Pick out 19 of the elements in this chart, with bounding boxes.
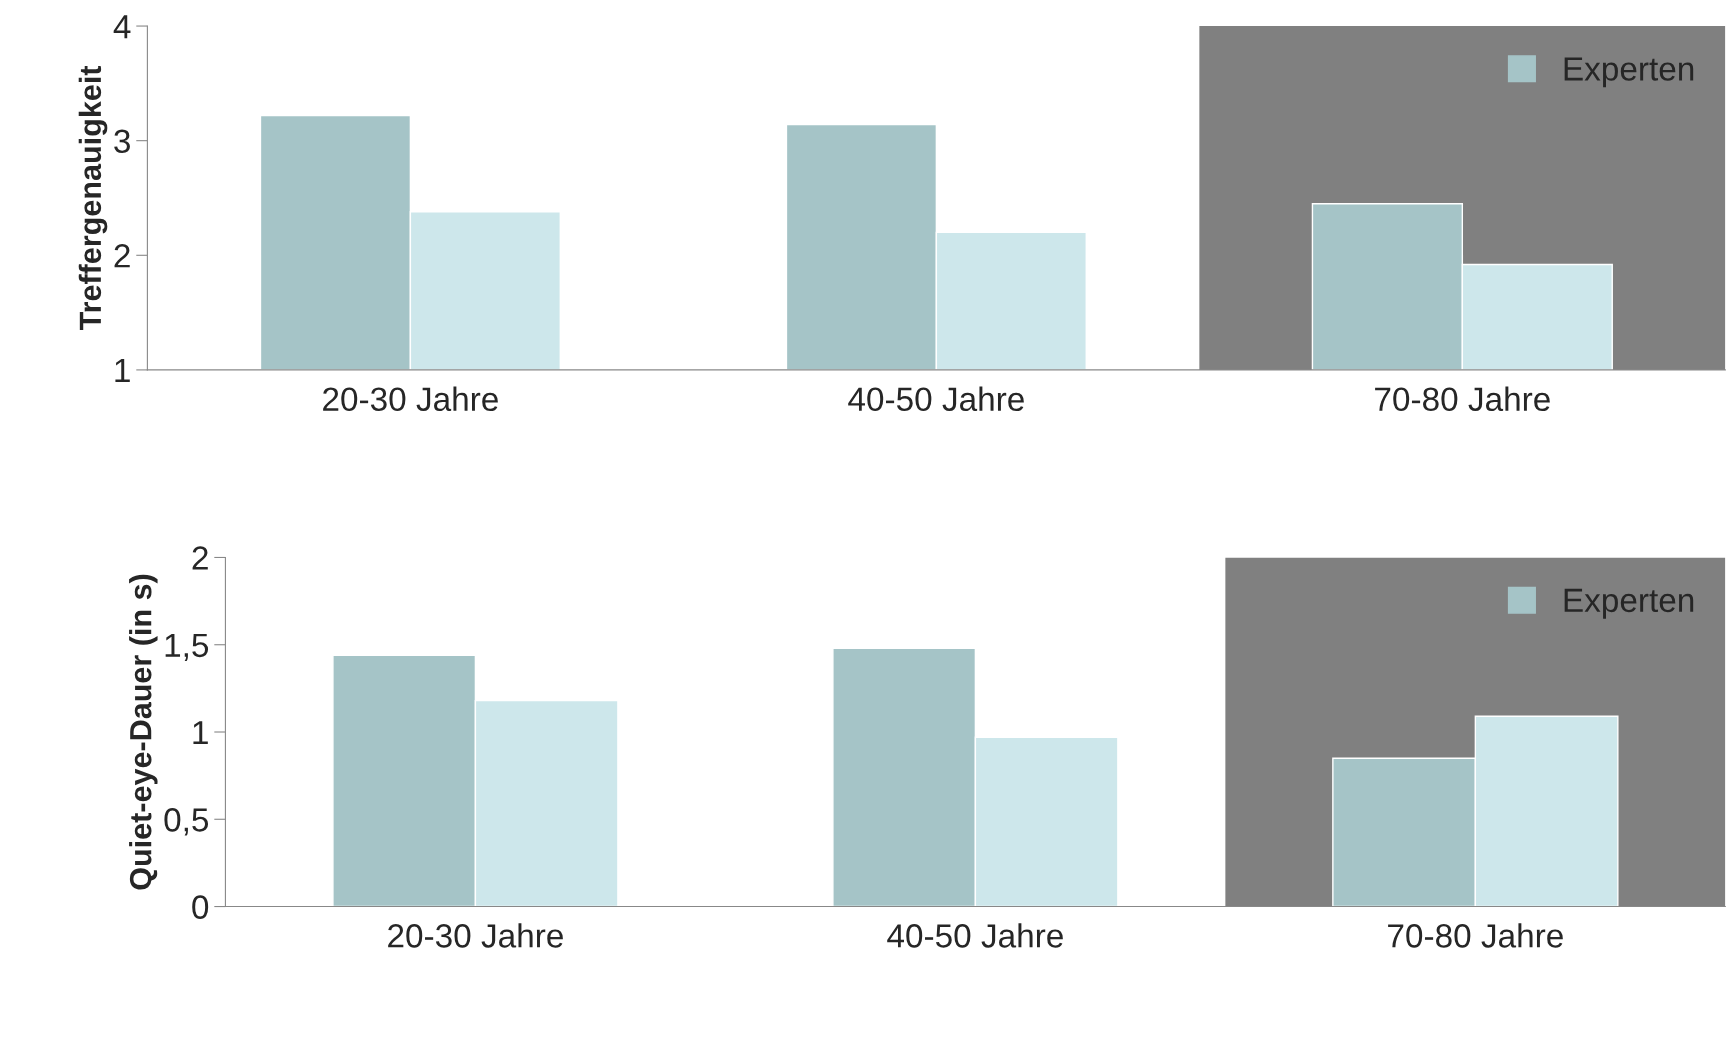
- y-tick-label: 2: [192, 546, 208, 570]
- y-axis-title: Treffergenauigkeit: [78, 65, 108, 331]
- x-tick-label: 70-80 Jahre: [1388, 923, 1563, 948]
- y-tick-label: 3: [114, 129, 130, 154]
- x-tick-label: 40-50 Jahre: [887, 923, 1063, 948]
- legend-label: Experten: [1564, 57, 1694, 88]
- x-tick-label: 70-80 Jahre: [1375, 386, 1550, 412]
- x-tick-label: 40-50 Jahre: [848, 386, 1024, 412]
- legend-label: Experten: [1564, 588, 1694, 619]
- y-tick-label: 4: [113, 15, 131, 39]
- y-tick-label: 1,5: [165, 633, 209, 662]
- x-tick-label: 20-30 Jahre: [388, 923, 563, 948]
- y-tick-label: 1: [193, 721, 208, 745]
- y-tick-label: 0,5: [164, 808, 209, 836]
- y-axis-title: Quiet-eye-Dauer (in s): [129, 574, 158, 890]
- y-tick-label: 0: [192, 895, 209, 919]
- x-tick-label: 20-30 Jahre: [323, 386, 498, 412]
- y-tick-label: 2: [114, 244, 130, 268]
- y-tick-label: 1: [115, 359, 130, 382]
